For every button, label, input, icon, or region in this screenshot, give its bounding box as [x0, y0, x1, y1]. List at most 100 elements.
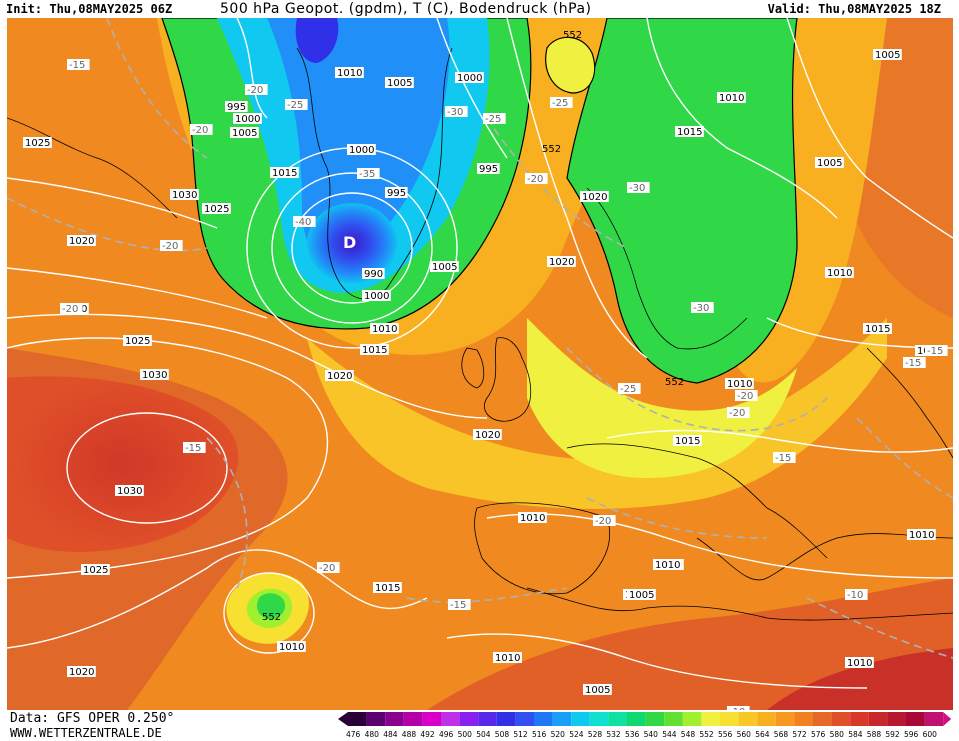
temps-label: -15 [69, 60, 85, 71]
isobars-label: 1025 [83, 565, 108, 576]
legend-right-arrow [943, 712, 952, 726]
isobars-label-box [455, 72, 484, 83]
isobars-label: 1005 [875, 50, 900, 61]
legend-swatch [571, 712, 590, 726]
legend-swatch [664, 712, 683, 726]
isobars-label-box [493, 652, 522, 663]
sahara-hot-zone [767, 648, 953, 710]
temps-label-box [925, 345, 948, 356]
legend-swatch [496, 712, 516, 726]
isobars-label: 1020 [475, 430, 500, 441]
polar-low-core [307, 203, 397, 283]
isobars-label-box [845, 657, 874, 668]
legend-swatch [348, 712, 367, 726]
isobars-label: 1000 [457, 73, 482, 84]
legend-swatch [422, 712, 441, 726]
temps-label: -25 [620, 384, 636, 395]
legend-swatch [385, 712, 404, 726]
isobar-labels: 1025 1030 1020 1020 1025 1030 1030 1025 1020 1015… [23, 49, 944, 696]
temps-label: -20 [192, 125, 208, 136]
isobars-label-box [277, 641, 306, 652]
legend-swatch [589, 712, 609, 726]
temps-label-box [727, 706, 750, 710]
legend-swatch [627, 712, 646, 726]
isobars-label-box [907, 529, 936, 540]
isobars-label-box [170, 189, 199, 200]
isobars-label-box [347, 144, 376, 155]
temps-label-box [293, 216, 316, 227]
temps-label-box [357, 168, 380, 179]
legend-tick-label: 536 [625, 730, 640, 739]
isobars-label: 995 [387, 188, 406, 199]
isobars-label: 1020 [549, 257, 574, 268]
isobars-label: 1000 [235, 114, 260, 125]
temps-label-box [183, 442, 206, 453]
isobars-label-box [202, 203, 231, 214]
temps-label: -20 [62, 304, 78, 315]
isobars-label-box [370, 323, 399, 334]
isobars-label: 1025 [204, 204, 229, 215]
map-footer: Data: GFS OPER 0.250° WWW.WETTERZENTRALE… [0, 710, 959, 741]
legend-tick-label: 480 [365, 730, 380, 739]
temps-label: -25 [287, 100, 303, 111]
isobars-label: 1005 [387, 78, 412, 89]
isobars-label-box [325, 370, 354, 381]
geopotential-labels: 552 552 552 552 [262, 30, 684, 623]
legend-swatch [906, 712, 925, 726]
legend-swatch [608, 712, 627, 726]
temps-label-box [735, 390, 758, 401]
temps-label: -20 [527, 174, 543, 185]
temps-label: -20 [737, 391, 753, 402]
map-header: Init: Thu,08MAY2025 06Z 500 hPa Geopot. … [0, 0, 959, 18]
temps-label: -20 [319, 563, 335, 574]
temps-label-box [618, 383, 641, 394]
temps-label: -15 [927, 346, 943, 357]
isobars-label: 1015 [675, 436, 700, 447]
isobars-label-box [547, 256, 576, 267]
isobars-label-box [717, 92, 746, 103]
low-pressure-marker: D [343, 233, 356, 252]
isobars-label-box [233, 113, 262, 124]
isobars-label: 1010 [372, 324, 397, 335]
legend-tick-label: 576 [811, 730, 826, 739]
isobars-label: 995 [479, 164, 498, 175]
legend-tick-label: 580 [830, 730, 845, 739]
isobars-label: 1030 [117, 486, 142, 497]
temps-label: -15 [450, 600, 466, 611]
legend-tick-label: 556 [718, 730, 733, 739]
geo-label: 552 [563, 30, 582, 41]
isobars-label: 1005 [629, 590, 654, 601]
temps-label: -30 [447, 107, 463, 118]
isobars-label: 1010 [495, 653, 520, 664]
isobars-label: 1015 [677, 127, 702, 138]
isobars-label-box [518, 512, 547, 523]
legend-tick-label: 500 [458, 730, 473, 739]
legend-swatch [813, 712, 832, 726]
legend-swatch [515, 712, 534, 726]
isobars-label-box [583, 684, 612, 695]
isobars-label-box [825, 267, 854, 278]
coastlines [7, 47, 953, 621]
trough-north-blue [295, 18, 339, 63]
isobars-label-box [230, 127, 259, 138]
temps-label: -30 [629, 183, 645, 194]
temps-label: -35 [359, 169, 375, 180]
isobars-label-box [115, 485, 144, 496]
isobars-label-box [477, 163, 500, 174]
temps-label-box [845, 589, 868, 600]
legend-swatch [478, 712, 497, 726]
legend-tick-label: 488 [402, 730, 417, 739]
isobars-label-box [627, 589, 656, 600]
isobars-label-box [362, 290, 391, 301]
isobars-label: 1010 [827, 268, 852, 279]
temps-label: -25 [485, 114, 501, 125]
isobars-label-box [473, 429, 502, 440]
isobars-label: 1000 [364, 291, 389, 302]
legend-swatch [682, 712, 702, 726]
legend-swatch [720, 712, 739, 726]
iberia-belt [307, 318, 887, 509]
temps-label-box [448, 599, 471, 610]
legend-tick-label: 592 [885, 730, 900, 739]
legend-tick-label: 544 [662, 730, 677, 739]
isobars-label: 1015 [375, 583, 400, 594]
